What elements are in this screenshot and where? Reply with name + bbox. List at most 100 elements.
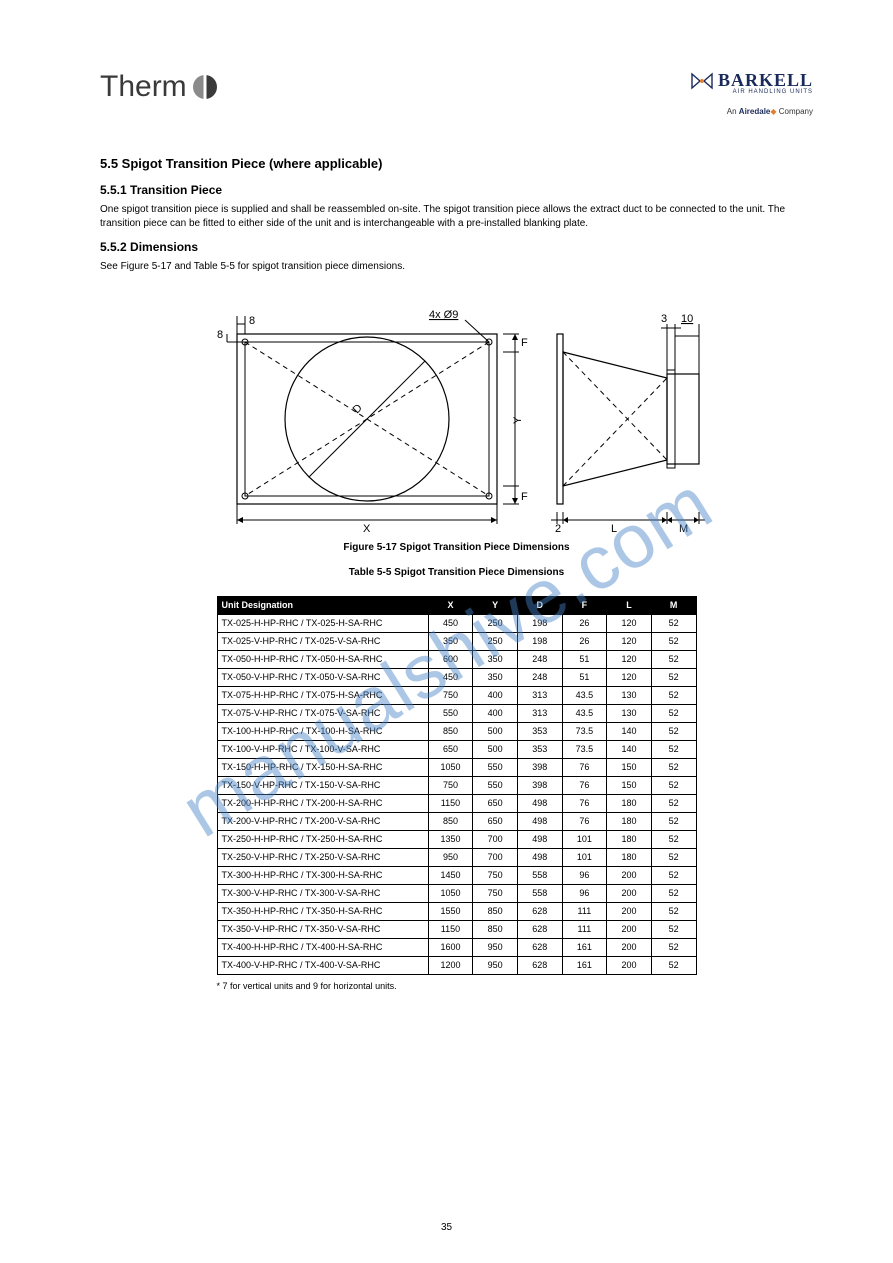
table-row: TX-250-V-HP-RHC / TX-250-V-SA-RHC9507004…: [217, 848, 696, 866]
dim-cell: 500: [473, 740, 518, 758]
dim-cell: 52: [651, 794, 696, 812]
unit-designation-cell: TX-150-V-HP-RHC / TX-150-V-SA-RHC: [217, 776, 428, 794]
table-row: TX-200-H-HP-RHC / TX-200-H-SA-RHC1150650…: [217, 794, 696, 812]
dim-cell: 52: [651, 902, 696, 920]
unit-designation-cell: TX-100-H-HP-RHC / TX-100-H-SA-RHC: [217, 722, 428, 740]
col-header: Unit Designation: [217, 596, 428, 614]
table-row: TX-100-V-HP-RHC / TX-100-V-SA-RHC6505003…: [217, 740, 696, 758]
dim-cell: 450: [428, 614, 473, 632]
dim-cell: 558: [517, 884, 562, 902]
thermx-logo: Therm: [100, 70, 219, 104]
unit-designation-cell: TX-400-V-HP-RHC / TX-400-V-SA-RHC: [217, 956, 428, 974]
svg-text:F: F: [521, 337, 528, 349]
figure-title: Figure 5-17 Spigot Transition Piece Dime…: [100, 542, 813, 553]
dim-cell: 180: [607, 830, 652, 848]
unit-designation-cell: TX-150-H-HP-RHC / TX-150-H-SA-RHC: [217, 758, 428, 776]
svg-text:2: 2: [555, 523, 561, 534]
dim-cell: 1550: [428, 902, 473, 920]
svg-text:D: D: [350, 401, 364, 415]
dim-cell: 52: [651, 632, 696, 650]
dim-cell: 498: [517, 830, 562, 848]
svg-text:8: 8: [217, 329, 223, 341]
dim-cell: 52: [651, 740, 696, 758]
thermx-text-1: Therm: [100, 70, 187, 104]
subsection-1-body: One spigot transition piece is supplied …: [100, 203, 813, 230]
svg-text:M: M: [679, 523, 688, 534]
dim-cell: 350: [473, 668, 518, 686]
subsection-1-title: 5.5.1 Transition Piece: [100, 183, 813, 197]
svg-text:L: L: [611, 523, 617, 534]
dim-cell: 200: [607, 902, 652, 920]
table-row: TX-075-H-HP-RHC / TX-075-H-SA-RHC7504003…: [217, 686, 696, 704]
barkell-mark-icon: [690, 72, 714, 90]
dim-cell: 52: [651, 848, 696, 866]
dim-cell: 52: [651, 830, 696, 848]
table-row: TX-300-V-HP-RHC / TX-300-V-SA-RHC1050750…: [217, 884, 696, 902]
svg-text:4x Ø9: 4x Ø9: [429, 309, 458, 321]
dim-cell: 150: [607, 776, 652, 794]
dim-cell: 850: [428, 812, 473, 830]
dim-cell: 120: [607, 668, 652, 686]
dim-cell: 120: [607, 650, 652, 668]
dim-cell: 850: [473, 920, 518, 938]
dim-cell: 313: [517, 704, 562, 722]
table-footnote: * 7 for vertical units and 9 for horizon…: [217, 981, 697, 991]
dim-cell: 498: [517, 848, 562, 866]
dim-cell: 1200: [428, 956, 473, 974]
dim-cell: 52: [651, 776, 696, 794]
table-row: TX-075-V-HP-RHC / TX-075-V-SA-RHC5504003…: [217, 704, 696, 722]
dim-cell: 43.5: [562, 704, 607, 722]
dim-cell: 51: [562, 668, 607, 686]
dim-cell: 353: [517, 722, 562, 740]
dim-cell: 700: [473, 830, 518, 848]
dim-cell: 628: [517, 938, 562, 956]
unit-designation-cell: TX-200-H-HP-RHC / TX-200-H-SA-RHC: [217, 794, 428, 812]
unit-designation-cell: TX-350-V-HP-RHC / TX-350-V-SA-RHC: [217, 920, 428, 938]
dim-cell: 1150: [428, 920, 473, 938]
barkell-subtitle: AIR HANDLING UNITS: [718, 89, 813, 95]
dim-cell: 398: [517, 758, 562, 776]
page-header: Therm BARKELL AIR: [100, 70, 813, 116]
dim-cell: 52: [651, 866, 696, 884]
dim-cell: 950: [473, 938, 518, 956]
unit-designation-cell: TX-075-V-HP-RHC / TX-075-V-SA-RHC: [217, 704, 428, 722]
dim-cell: 450: [428, 668, 473, 686]
dim-cell: 200: [607, 866, 652, 884]
dim-cell: 73.5: [562, 722, 607, 740]
unit-designation-cell: TX-050-H-HP-RHC / TX-050-H-SA-RHC: [217, 650, 428, 668]
dim-cell: 130: [607, 704, 652, 722]
dim-cell: 198: [517, 614, 562, 632]
dim-cell: 1150: [428, 794, 473, 812]
diagram-container: 8 8 4x Ø9 D X: [100, 294, 813, 534]
page-number: 35: [441, 1222, 452, 1233]
dim-cell: 52: [651, 758, 696, 776]
dim-cell: 52: [651, 614, 696, 632]
col-header: F: [562, 596, 607, 614]
table-row: TX-150-V-HP-RHC / TX-150-V-SA-RHC7505503…: [217, 776, 696, 794]
table-row: TX-250-H-HP-RHC / TX-250-H-SA-RHC1350700…: [217, 830, 696, 848]
dim-cell: 628: [517, 920, 562, 938]
dim-cell: 1450: [428, 866, 473, 884]
dim-cell: 52: [651, 704, 696, 722]
dim-cell: 200: [607, 956, 652, 974]
dim-cell: 111: [562, 920, 607, 938]
table-row: TX-350-V-HP-RHC / TX-350-V-SA-RHC1150850…: [217, 920, 696, 938]
dim-cell: 558: [517, 866, 562, 884]
col-header: M: [651, 596, 696, 614]
table-row: TX-200-V-HP-RHC / TX-200-V-SA-RHC8506504…: [217, 812, 696, 830]
dim-cell: 750: [428, 686, 473, 704]
dim-cell: 52: [651, 686, 696, 704]
unit-designation-cell: TX-100-V-HP-RHC / TX-100-V-SA-RHC: [217, 740, 428, 758]
dim-cell: 96: [562, 866, 607, 884]
dim-cell: 950: [473, 956, 518, 974]
dim-cell: 550: [428, 704, 473, 722]
dim-cell: 250: [473, 632, 518, 650]
unit-designation-cell: TX-400-H-HP-RHC / TX-400-H-SA-RHC: [217, 938, 428, 956]
dim-cell: 120: [607, 614, 652, 632]
dim-cell: 52: [651, 722, 696, 740]
dim-cell: 130: [607, 686, 652, 704]
dim-cell: 101: [562, 848, 607, 866]
dim-cell: 700: [473, 848, 518, 866]
dim-cell: 96: [562, 884, 607, 902]
dim-cell: 498: [517, 812, 562, 830]
